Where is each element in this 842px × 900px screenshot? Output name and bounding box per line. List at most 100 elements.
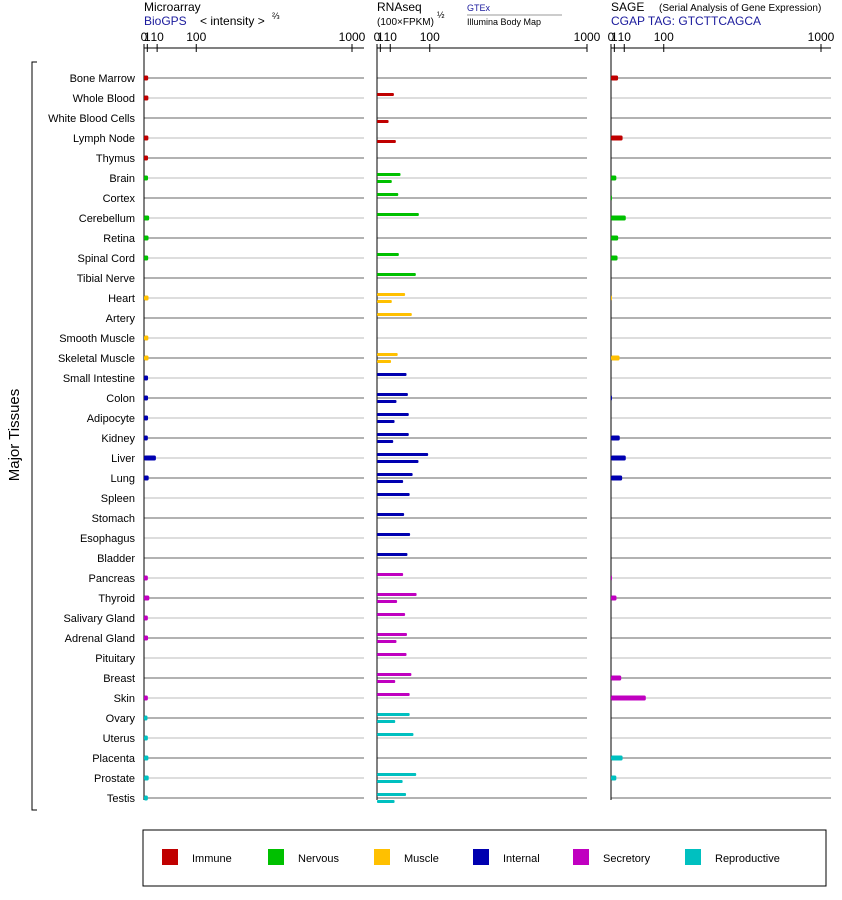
category-label: Esophagus <box>80 533 136 545</box>
bar <box>144 75 149 81</box>
bar-illumina <box>377 720 396 723</box>
category-label: Small Intestine <box>63 373 135 385</box>
bar-illumina <box>377 400 397 403</box>
legend-label: Internal <box>503 853 540 865</box>
bar <box>144 375 149 381</box>
bar <box>611 215 626 221</box>
bar <box>144 215 150 221</box>
rnaseq-title: RNAseq <box>377 0 422 14</box>
bar-gtex <box>377 473 413 476</box>
microarray-title: Microarray <box>144 0 201 14</box>
bar <box>611 595 617 601</box>
category-label: Ovary <box>106 713 136 725</box>
rnaseq-source-illumina: Illumina Body Map <box>467 17 541 27</box>
category-label: Placenta <box>92 753 136 765</box>
bar <box>144 775 149 781</box>
bar <box>144 395 149 401</box>
bar <box>144 255 149 261</box>
bar-illumina <box>377 360 392 363</box>
legend-swatch <box>473 849 489 865</box>
axis-tick-label: 10 <box>618 30 632 44</box>
bar <box>144 735 148 741</box>
bar-illumina <box>377 420 395 423</box>
bar-gtex <box>377 593 417 596</box>
y-axis-bracket <box>31 61 37 811</box>
category-label: Salivary Gland <box>63 613 135 625</box>
category-label: Colon <box>106 393 135 405</box>
axis-tick-label: 0 <box>608 30 615 44</box>
bar <box>144 415 149 421</box>
category-label: Stomach <box>92 513 135 525</box>
bar <box>144 135 149 141</box>
bar <box>611 435 620 441</box>
legend-label: Secretory <box>603 853 651 865</box>
bar <box>144 695 148 701</box>
category-label: Spinal Cord <box>78 253 135 265</box>
category-label: Cortex <box>103 193 136 205</box>
bar-gtex <box>377 393 408 396</box>
microarray-source: BioGPS <box>144 14 187 28</box>
category-label: Smooth Muscle <box>59 333 135 345</box>
bar <box>144 455 156 461</box>
bar <box>611 355 620 361</box>
axis-tick-label: 1000 <box>574 30 601 44</box>
category-label: Retina <box>103 233 136 245</box>
bar-gtex <box>377 633 407 636</box>
bar-gtex <box>377 273 416 276</box>
bar-gtex <box>377 313 412 316</box>
bar <box>144 615 148 621</box>
bar-gtex <box>377 293 406 296</box>
category-label: Pancreas <box>89 573 136 585</box>
category-label: Heart <box>108 293 135 305</box>
category-label: Uterus <box>103 733 136 745</box>
bar <box>611 675 622 681</box>
category-label: Lung <box>111 473 135 485</box>
bar-gtex <box>377 433 409 436</box>
grid-layer <box>144 77 831 799</box>
sage-subtitle: (Serial Analysis of Gene Expression) <box>659 3 821 14</box>
bar-gtex <box>377 493 410 496</box>
bar-gtex <box>377 193 399 196</box>
microarray-unit-exponent: ⅔ <box>272 11 280 21</box>
bar-gtex <box>377 253 399 256</box>
axis-tick-label: 1 <box>611 30 618 44</box>
bar-illumina <box>377 440 394 443</box>
axis-tick-label: 0 <box>141 30 148 44</box>
bar-illumina <box>377 120 389 123</box>
bar <box>611 295 612 301</box>
bar-gtex <box>377 93 394 96</box>
bar <box>611 775 617 781</box>
category-label: Whole Blood <box>73 93 135 105</box>
bar <box>611 755 623 761</box>
legend-swatch <box>162 849 178 865</box>
bar-gtex <box>377 733 414 736</box>
axis-tick-label: 1 <box>144 30 151 44</box>
bar-illumina <box>377 140 396 143</box>
bar <box>144 335 149 341</box>
legend-swatch <box>268 849 284 865</box>
category-label: Cerebellum <box>79 213 135 225</box>
bar <box>611 475 623 481</box>
bar-gtex <box>377 353 398 356</box>
bar <box>611 695 646 701</box>
bar <box>144 175 149 181</box>
category-label: Liver <box>111 453 135 465</box>
rnaseq-unit: (100×FPKM) <box>377 17 434 28</box>
bar-illumina <box>377 300 392 303</box>
axis-tick-label: 0 <box>374 30 381 44</box>
category-label: Prostate <box>94 773 135 785</box>
category-label: Tibial Nerve <box>77 273 135 285</box>
bar <box>144 295 149 301</box>
bar-illumina <box>377 480 404 483</box>
category-label: Spleen <box>101 493 135 505</box>
bar-gtex <box>377 553 408 556</box>
bar <box>611 455 626 461</box>
category-label: White Blood Cells <box>48 113 135 125</box>
y-axis-title: Major Tissues <box>6 389 23 482</box>
sage-title: SAGE <box>611 0 644 14</box>
bar <box>611 395 612 401</box>
bar <box>144 235 149 241</box>
bar-gtex <box>377 173 401 176</box>
bar-gtex <box>377 693 410 696</box>
